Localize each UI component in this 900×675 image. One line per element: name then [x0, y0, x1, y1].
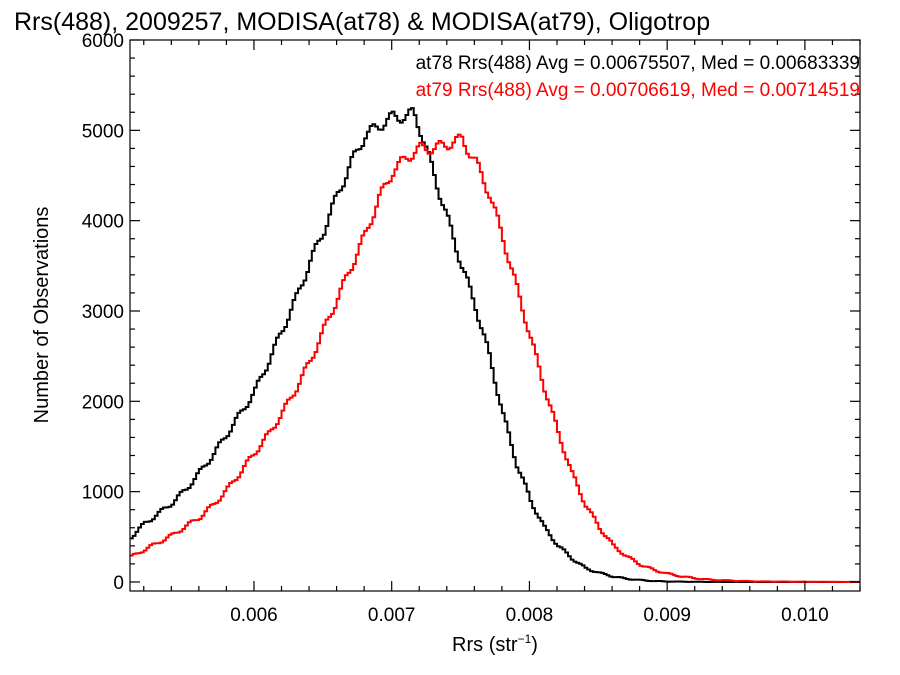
ticks-layer	[130, 39, 861, 591]
x-axis-label-suffix: )	[531, 634, 538, 656]
legend-at79-stats: at79 Rrs(488) Avg = 0.00706619, Med = 0.…	[416, 80, 860, 101]
x-axis-label-superscript: −1	[518, 632, 532, 646]
plot-frame	[129, 39, 861, 592]
series-at79-line	[130, 133, 860, 583]
series-layer	[130, 107, 860, 583]
y-tick-label: 4000	[82, 212, 124, 233]
x-axis-label: Rrs (str−1)	[452, 632, 538, 656]
y-tick-label: 6000	[82, 31, 124, 52]
x-axis-label-main: Rrs (str	[452, 634, 518, 656]
series-at78-line	[130, 107, 860, 583]
y-axis-label: Number of Observations	[31, 207, 53, 424]
chart-title: Rrs(488), 2009257, MODISA(at78) & MODISA…	[14, 8, 710, 36]
legend-at78-stats: at78 Rrs(488) Avg = 0.00675507, Med = 0.…	[416, 53, 860, 74]
y-tick-label: 0	[113, 573, 124, 594]
y-tick-label: 1000	[82, 483, 124, 504]
x-tick-label: 0.007	[368, 605, 416, 626]
y-tick-label: 3000	[82, 302, 124, 323]
x-tick-label: 0.008	[506, 605, 554, 626]
tick-labels-layer: 0.006 0.007 0.008 0.009 0.010 0 1000 2000 3000 40…	[82, 31, 829, 626]
y-tick-label: 2000	[82, 392, 124, 413]
x-tick-label: 0.009	[643, 605, 691, 626]
y-tick-label: 5000	[82, 121, 124, 142]
x-tick-label: 0.006	[230, 605, 278, 626]
x-tick-label: 0.010	[781, 605, 829, 626]
